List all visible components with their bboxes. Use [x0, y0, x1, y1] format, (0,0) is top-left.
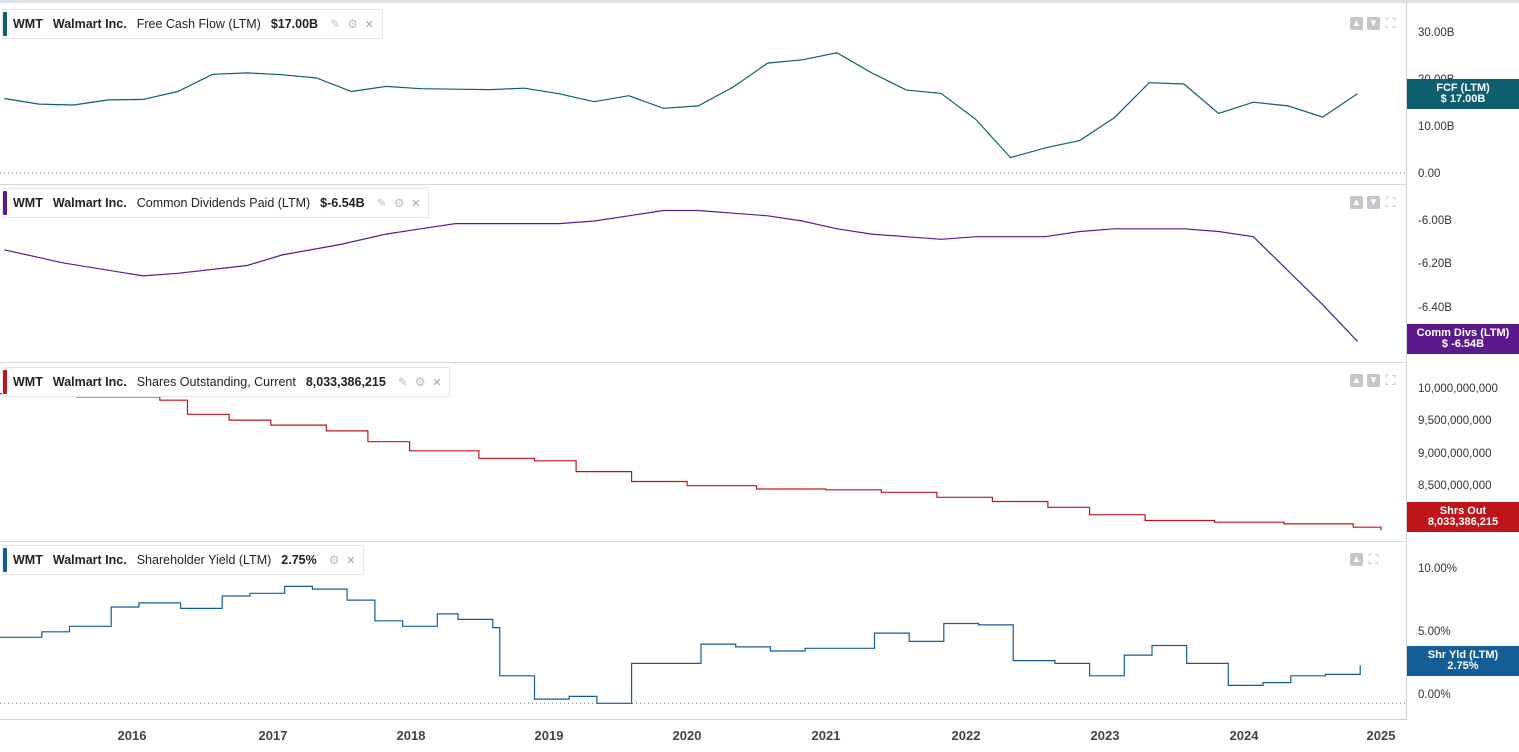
series-color-swatch [3, 548, 7, 572]
move-up-icon[interactable]: ▲ [1350, 17, 1363, 30]
ticker-label: WMT [13, 553, 43, 567]
company-label: Walmart Inc. [52, 553, 127, 567]
fcf-line [4, 52, 1358, 159]
pin-icon[interactable]: ✎ [330, 17, 341, 31]
panel-separator [0, 362, 1407, 363]
fullscreen-icon[interactable]: ⛶ [1385, 194, 1396, 210]
settings-icon[interactable]: ⚙ [328, 553, 340, 567]
shares-outstanding-line [0, 393, 1382, 531]
panel-controls: ▲ ▼ ⛶ [1350, 15, 1397, 31]
ticker-label: WMT [13, 375, 43, 389]
settings-icon[interactable]: ⚙ [414, 375, 426, 389]
y-tick-label: 5.00% [1418, 626, 1451, 638]
y-tick-label: -6.40B [1418, 302, 1452, 314]
panel-controls: ▲ ▼ ⛶ [1350, 372, 1397, 388]
close-icon[interactable]: × [411, 194, 421, 212]
x-axis-line [0, 719, 1407, 720]
series-value: 8,033,386,215 [305, 375, 386, 389]
close-icon[interactable]: × [364, 15, 374, 33]
y-tick-label: 10.00% [1418, 563, 1458, 575]
ticker-label: WMT [13, 196, 43, 210]
company-label: Walmart Inc. [52, 375, 127, 389]
x-tick-label: 2025 [1366, 728, 1396, 743]
badge-value: 2.75% [1447, 660, 1479, 672]
panel-controls: ▲ ⛶ [1350, 551, 1380, 567]
series-value: $17.00B [270, 17, 319, 31]
badge-title: Comm Divs (LTM) [1416, 327, 1510, 339]
close-icon[interactable]: × [432, 373, 442, 391]
company-label: Walmart Inc. [52, 17, 127, 31]
move-up-icon[interactable]: ▲ [1350, 196, 1363, 209]
y-tick-label: 10.00B [1418, 121, 1455, 133]
fcf-value-badge: FCF (LTM) $ 17.00B [1407, 79, 1519, 109]
company-label: Walmart Inc. [52, 196, 127, 210]
series-label: Free Cash Flow (LTM) [136, 17, 261, 31]
y-tick-label: -6.20B [1418, 258, 1452, 270]
series-color-swatch [3, 370, 7, 394]
x-tick-label: 2023 [1090, 728, 1120, 743]
move-down-icon[interactable]: ▼ [1367, 374, 1380, 387]
yield-value-badge: Shr Yld (LTM) 2.75% [1407, 646, 1519, 676]
shareholder-yield-line [0, 585, 1361, 704]
y-tick-label: 0.00 [1418, 168, 1441, 180]
x-tick-label: 2024 [1229, 728, 1259, 743]
settings-icon[interactable]: ⚙ [393, 196, 405, 210]
pin-icon[interactable]: ✎ [397, 375, 408, 389]
y-tick-label: 9,500,000,000 [1418, 415, 1492, 427]
pin-icon[interactable]: ✎ [376, 196, 387, 210]
x-tick-label: 2017 [258, 728, 288, 743]
badge-title: Shr Yld (LTM) [1427, 649, 1499, 661]
series-label: Shareholder Yield (LTM) [136, 553, 272, 567]
fullscreen-icon[interactable]: ⛶ [1368, 551, 1379, 567]
panel-controls: ▲ ▼ ⛶ [1350, 194, 1397, 210]
badge-title: FCF (LTM) [1436, 82, 1490, 94]
panel-separator [0, 541, 1407, 542]
badge-value: $ 17.00B [1440, 93, 1486, 105]
x-tick-label: 2019 [534, 728, 564, 743]
shares-legend: WMT Walmart Inc. Shares Outstanding, Cur… [2, 367, 451, 397]
move-up-icon[interactable]: ▲ [1350, 374, 1363, 387]
ticker-label: WMT [13, 17, 43, 31]
move-up-icon[interactable]: ▲ [1350, 553, 1363, 566]
series-value: 2.75% [281, 553, 317, 567]
shares-value-badge: Shrs Out 8,033,386,215 [1407, 502, 1519, 532]
y-tick-label: 10,000,000,000 [1418, 383, 1498, 395]
settings-icon[interactable]: ⚙ [347, 17, 358, 31]
y-axis-border [1406, 3, 1407, 720]
series-color-swatch [3, 12, 7, 36]
y-tick-label: 30.00B [1418, 27, 1455, 39]
close-icon[interactable]: × [346, 551, 356, 569]
panel-separator [0, 184, 1407, 185]
fullscreen-icon[interactable]: ⛶ [1385, 15, 1396, 31]
dividends-line [4, 209, 1358, 342]
fullscreen-icon[interactable]: ⛶ [1385, 372, 1396, 388]
badge-value: $ -6.54B [1441, 338, 1485, 350]
badge-title: Shrs Out [1439, 505, 1487, 517]
yield-legend: WMT Walmart Inc. Shareholder Yield (LTM)… [2, 545, 365, 575]
x-tick-label: 2020 [672, 728, 702, 743]
dividends-value-badge: Comm Divs (LTM) $ -6.54B [1407, 324, 1519, 354]
dividends-legend: WMT Walmart Inc. Common Dividends Paid (… [2, 188, 430, 218]
y-tick-label: -6.00B [1418, 215, 1452, 227]
series-value: $-6.54B [320, 196, 365, 210]
x-tick-label: 2018 [396, 728, 426, 743]
move-down-icon[interactable]: ▼ [1367, 17, 1380, 30]
fcf-legend: WMT Walmart Inc. Free Cash Flow (LTM) $1… [2, 9, 383, 39]
series-color-swatch [3, 191, 7, 215]
series-label: Common Dividends Paid (LTM) [136, 196, 311, 210]
y-tick-label: 9,000,000,000 [1418, 448, 1492, 460]
x-tick-label: 2016 [117, 728, 147, 743]
badge-value: 8,033,386,215 [1427, 516, 1499, 528]
x-tick-label: 2021 [811, 728, 841, 743]
y-tick-label: 8,500,000,000 [1418, 480, 1492, 492]
x-tick-label: 2022 [951, 728, 981, 743]
move-down-icon[interactable]: ▼ [1367, 196, 1380, 209]
y-tick-label: 0.00% [1418, 689, 1451, 701]
series-label: Shares Outstanding, Current [136, 375, 296, 389]
top-border [0, 0, 1519, 3]
